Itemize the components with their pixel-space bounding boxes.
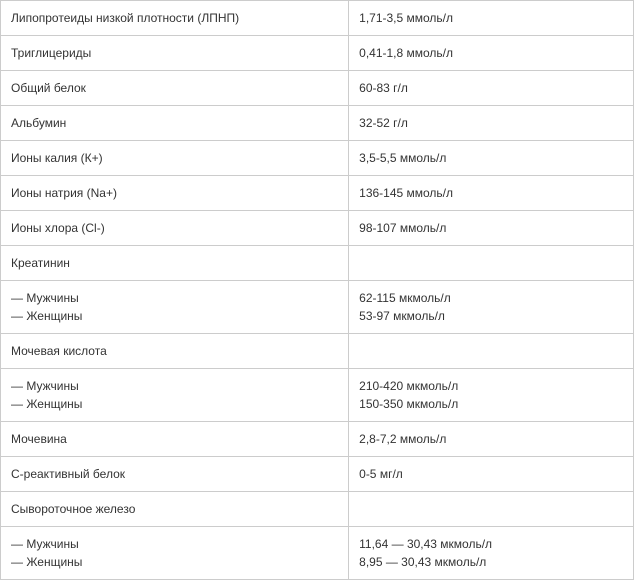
value-cell: 2,8-7,2 ммоль/л (349, 422, 634, 457)
table-row: Сывороточное железо (1, 492, 634, 527)
parameter-cell: Триглицериды (1, 36, 349, 71)
value-cell: 98-107 ммоль/л (349, 211, 634, 246)
parameter-cell: Мочевая кислота (1, 334, 349, 369)
value-cell: 0,41-1,8 ммоль/л (349, 36, 634, 71)
reference-values-table: Липопротеиды низкой плотности (ЛПНП) 1,7… (0, 0, 634, 580)
parameter-cell: — Мужчины — Женщины (1, 369, 349, 422)
value-subline: 53-97 мкмоль/л (359, 307, 623, 325)
value-subline: 150-350 мкмоль/л (359, 395, 623, 413)
parameter-cell: — Мужчины — Женщины (1, 527, 349, 580)
parameter-cell: Ионы хлора (Сl-) (1, 211, 349, 246)
table-row: — Мужчины — Женщины 11,64 — 30,43 мкмоль… (1, 527, 634, 580)
value-cell: 0-5 мг/л (349, 457, 634, 492)
table-row: Липопротеиды низкой плотности (ЛПНП) 1,7… (1, 1, 634, 36)
parameter-cell: Мочевина (1, 422, 349, 457)
parameter-cell: Альбумин (1, 106, 349, 141)
value-cell: 210-420 мкмоль/л 150-350 мкмоль/л (349, 369, 634, 422)
table-row: Ионы калия (К+) 3,5-5,5 ммоль/л (1, 141, 634, 176)
value-cell: 60-83 г/л (349, 71, 634, 106)
table-row: Ионы натрия (Na+) 136-145 ммоль/л (1, 176, 634, 211)
table-row: Ионы хлора (Сl-) 98-107 ммоль/л (1, 211, 634, 246)
table-row: С-реактивный белок 0-5 мг/л (1, 457, 634, 492)
table-row: Мочевая кислота (1, 334, 634, 369)
parameter-cell: Ионы натрия (Na+) (1, 176, 349, 211)
value-cell: 62-115 мкмоль/л 53-97 мкмоль/л (349, 281, 634, 334)
parameter-cell: Креатинин (1, 246, 349, 281)
value-cell: 136-145 ммоль/л (349, 176, 634, 211)
parameter-subline: — Мужчины (11, 535, 338, 553)
table-row: — Мужчины — Женщины 62-115 мкмоль/л 53-9… (1, 281, 634, 334)
value-cell: 1,71-3,5 ммоль/л (349, 1, 634, 36)
value-subline: 11,64 — 30,43 мкмоль/л (359, 535, 623, 553)
parameter-subline: — Женщины (11, 395, 338, 413)
parameter-subline: — Женщины (11, 553, 338, 571)
value-cell (349, 246, 634, 281)
parameter-subline: — Женщины (11, 307, 338, 325)
parameter-cell: Сывороточное железо (1, 492, 349, 527)
table-row: Альбумин 32-52 г/л (1, 106, 634, 141)
value-cell (349, 492, 634, 527)
table-row: Креатинин (1, 246, 634, 281)
table-row: Триглицериды 0,41-1,8 ммоль/л (1, 36, 634, 71)
table-row: Общий белок 60-83 г/л (1, 71, 634, 106)
parameter-subline: — Мужчины (11, 377, 338, 395)
value-subline: 210-420 мкмоль/л (359, 377, 623, 395)
table-row: — Мужчины — Женщины 210-420 мкмоль/л 150… (1, 369, 634, 422)
value-cell: 11,64 — 30,43 мкмоль/л 8,95 — 30,43 мкмо… (349, 527, 634, 580)
value-cell: 32-52 г/л (349, 106, 634, 141)
value-cell: 3,5-5,5 ммоль/л (349, 141, 634, 176)
value-subline: 8,95 — 30,43 мкмоль/л (359, 553, 623, 571)
reference-values-table-container: Липопротеиды низкой плотности (ЛПНП) 1,7… (0, 0, 634, 580)
parameter-subline: — Мужчины (11, 289, 338, 307)
parameter-cell: Липопротеиды низкой плотности (ЛПНП) (1, 1, 349, 36)
parameter-cell: Общий белок (1, 71, 349, 106)
parameter-cell: — Мужчины — Женщины (1, 281, 349, 334)
value-subline: 62-115 мкмоль/л (359, 289, 623, 307)
parameter-cell: Ионы калия (К+) (1, 141, 349, 176)
parameter-cell: С-реактивный белок (1, 457, 349, 492)
table-row: Мочевина 2,8-7,2 ммоль/л (1, 422, 634, 457)
value-cell (349, 334, 634, 369)
